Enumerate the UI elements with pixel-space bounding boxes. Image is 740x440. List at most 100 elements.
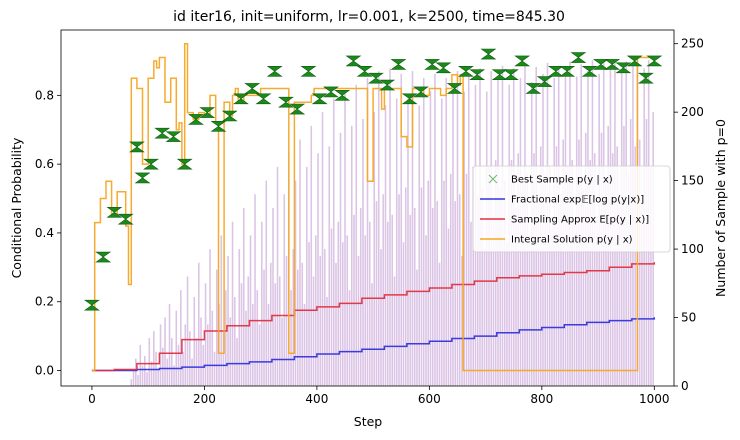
zero-count-bar — [353, 214, 355, 386]
zero-count-bar — [638, 139, 641, 386]
zero-count-bar — [463, 91, 466, 386]
zero-count-bar — [301, 262, 304, 386]
zero-count-bar — [488, 166, 490, 386]
best-sample-point — [278, 96, 294, 108]
zero-count-bar — [366, 77, 369, 386]
best-sample-point — [536, 76, 553, 87]
zero-count-bar — [400, 73, 403, 386]
zero-count-bar — [483, 249, 486, 386]
zero-count-bar — [517, 153, 520, 386]
zero-count-bar — [157, 369, 160, 386]
zero-count-bar — [456, 71, 459, 386]
zero-count-bar — [148, 338, 151, 386]
x-tick-label: 0 — [88, 392, 96, 406]
zero-count-bar — [188, 331, 191, 386]
zero-count-bar — [233, 297, 236, 386]
zero-count-bar — [215, 269, 218, 386]
zero-count-bar — [236, 338, 238, 386]
zero-count-bar — [589, 160, 591, 386]
zero-count-bar — [521, 180, 524, 386]
best-sample-point — [615, 62, 632, 74]
zero-count-bar — [206, 324, 209, 386]
zero-count-bar — [132, 369, 135, 386]
zero-count-bar — [386, 221, 389, 386]
zero-count-bar — [227, 255, 229, 386]
zero-count-bar — [141, 365, 144, 386]
zero-count-bar — [283, 194, 286, 386]
y2-tick-label: 100 — [681, 242, 704, 256]
zero-count-bar — [596, 214, 598, 386]
zero-count-bar — [355, 84, 358, 386]
zero-count-bar — [454, 201, 457, 386]
zero-count-bar — [611, 153, 614, 386]
zero-count-bar — [265, 180, 268, 386]
integral-solution-line — [91, 43, 655, 372]
zero-count-bar — [197, 262, 200, 386]
zero-count-bar — [458, 194, 461, 386]
zero-count-bar — [368, 221, 371, 386]
zero-count-bar — [436, 201, 439, 386]
y-tick-label: 0.2 — [35, 295, 54, 309]
y-axis-left: 0.0 0.2 0.4 0.6 0.8 — [35, 88, 61, 378]
best-sample-points — [83, 48, 663, 311]
zero-count-bar — [429, 91, 432, 386]
best-sample-point — [379, 79, 396, 91]
zero-count-bar — [472, 166, 475, 386]
best-sample-point — [221, 110, 238, 122]
zero-count-bar — [319, 255, 322, 386]
x-tick-label: 600 — [418, 392, 441, 406]
zero-count-bar — [173, 365, 175, 386]
legend-integral-solution: Integral Solution p(y | x) — [480, 235, 633, 246]
zero-count-bar — [332, 98, 335, 386]
zero-count-bar — [200, 317, 202, 386]
zero-count-bar — [623, 125, 625, 386]
x-tick-label: 400 — [305, 392, 328, 406]
best-sample-point — [323, 86, 339, 98]
x-axis: 0 200 400 600 800 1000 — [88, 386, 670, 406]
zero-count-bar — [407, 98, 409, 386]
zero-count-bar — [467, 73, 470, 386]
zero-count-bar — [321, 112, 324, 386]
fractional-line — [91, 317, 656, 372]
x-tick-label: 1000 — [639, 392, 670, 406]
zero-count-bar — [389, 68, 391, 386]
zero-count-bar — [578, 139, 580, 386]
best-sample-point — [266, 65, 283, 77]
y2-tick-label: 50 — [681, 311, 696, 325]
zero-count-bar — [164, 317, 166, 386]
legend-label: Fractional exp𝔼[log p(y|x)] — [511, 195, 644, 206]
zero-count-bar — [335, 262, 337, 386]
best-sample-point — [547, 65, 564, 77]
zero-count-bar — [476, 194, 479, 386]
y2-tick-label: 150 — [681, 174, 704, 188]
zero-count-bar — [548, 166, 551, 386]
zero-count-bar — [305, 166, 308, 386]
zero-count-bar — [465, 173, 468, 386]
zero-count-bar — [256, 290, 259, 386]
zero-count-bar — [224, 290, 227, 386]
zero-count-bar — [560, 194, 562, 386]
zero-count-bar — [449, 173, 452, 386]
legend-box — [472, 165, 671, 253]
best-sample-point — [143, 158, 159, 170]
zero-count-bar — [359, 208, 362, 386]
zero-count-bar — [481, 187, 484, 386]
zero-count-bar — [292, 249, 295, 386]
zero-count-bar — [348, 290, 351, 386]
zero-count-bar — [299, 139, 301, 386]
best-sample-point — [244, 83, 261, 94]
y2-tick-label: 250 — [681, 37, 704, 51]
zero-count-bar — [337, 221, 340, 386]
zero-count-bar — [317, 153, 319, 386]
zero-count-bar — [539, 146, 542, 386]
zero-count-bar — [171, 338, 173, 386]
zero-count-bar — [184, 324, 187, 386]
series-lines — [91, 43, 656, 372]
zero-count-bar — [600, 132, 603, 386]
zero-count-bar — [278, 276, 281, 386]
best-sample-point — [188, 114, 204, 125]
legend-label: Integral Solution p(y | x) — [511, 235, 633, 246]
zero-count-bar — [346, 235, 349, 386]
zero-count-bar — [231, 221, 234, 386]
